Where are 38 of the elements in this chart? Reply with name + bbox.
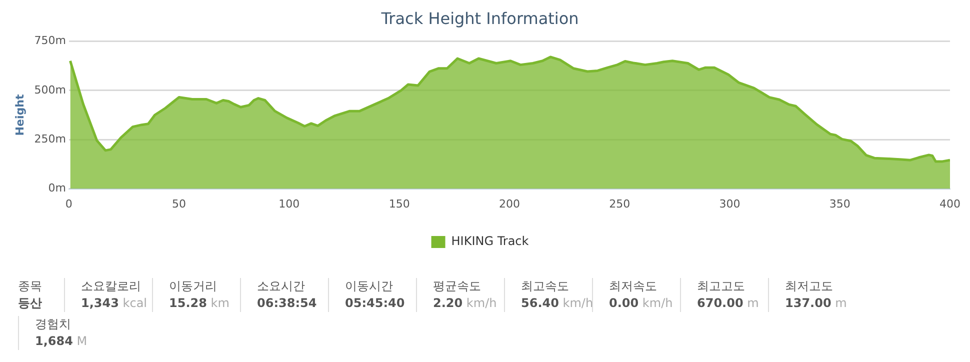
text: 종목 xyxy=(18,278,43,295)
y-tick-label: 750m xyxy=(34,34,66,48)
text: 06:38:54 xyxy=(257,295,318,312)
x-tick-label: 350 xyxy=(829,197,850,210)
text: 최고고도 xyxy=(697,278,746,295)
text: 등산 xyxy=(18,295,43,312)
x-tick-label: 150 xyxy=(388,197,410,210)
text: 소요시간 xyxy=(257,278,306,295)
y-tick-label: 500m xyxy=(34,83,66,96)
x-tick-label: 300 xyxy=(719,197,740,210)
text: 최저고도 xyxy=(785,278,834,295)
y-axis-title: Height xyxy=(13,94,26,136)
text: 최고속도 xyxy=(521,278,570,295)
x-tick-label: 250 xyxy=(609,197,630,210)
text: 이동거리 xyxy=(169,278,218,295)
x-tick-label: 400 xyxy=(940,197,960,210)
text: 소요칼로리 xyxy=(81,278,142,295)
text: 0.00 km/h xyxy=(609,295,674,312)
text: 15.28 km xyxy=(169,295,230,312)
text: 1,684 M xyxy=(35,333,88,350)
text: 평균속도 xyxy=(433,278,482,295)
text: 최저속도 xyxy=(609,278,658,295)
x-tick-label: 50 xyxy=(172,197,186,210)
x-tick-label: 100 xyxy=(278,197,300,210)
text: 670.00 m xyxy=(697,295,760,312)
y-tick-label: 0m xyxy=(48,182,66,195)
text: 이동시간 xyxy=(345,278,394,295)
text: 2.20 km/h xyxy=(433,295,498,312)
text: 137.00 m xyxy=(785,295,848,312)
text: 05:45:40 xyxy=(345,295,406,312)
legend-label: HIKING Track xyxy=(451,234,529,248)
x-tick-label: 200 xyxy=(498,197,520,210)
x-tick-label: 0 xyxy=(65,197,72,210)
y-tick-label: 250m xyxy=(34,132,66,146)
text: 1,343 kcal xyxy=(81,295,148,312)
chart-title: Track Height Information xyxy=(380,8,579,28)
text: 56.40 km/h xyxy=(521,295,594,312)
text: 경험치 xyxy=(35,316,72,333)
